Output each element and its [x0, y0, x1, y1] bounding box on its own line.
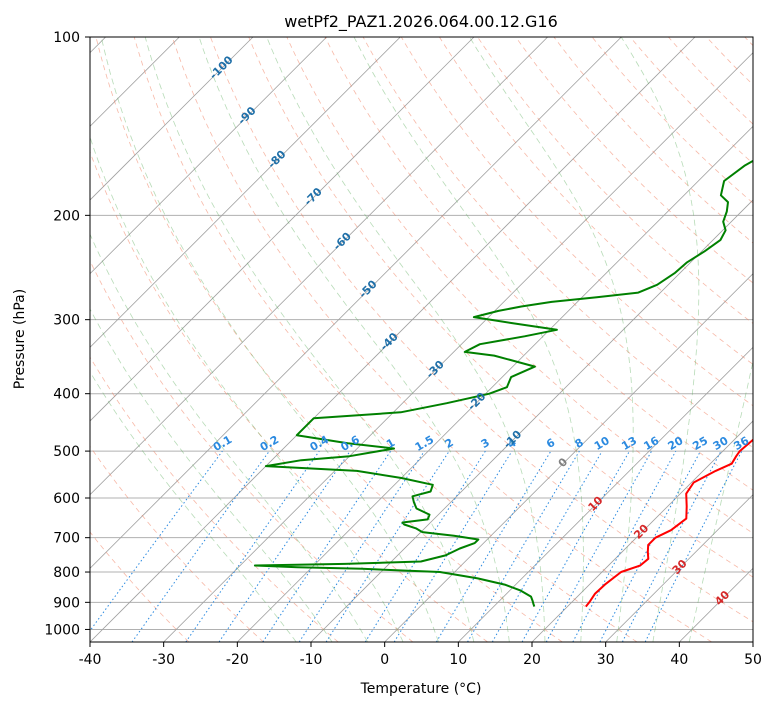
dewpoint-profile-line: [253, 159, 753, 607]
y-tick-label: 600: [53, 491, 80, 507]
mixing-ratio-line: [131, 450, 270, 642]
moist-adiabat-line: [198, 37, 510, 642]
isotherm-line: [531, 420, 753, 642]
profile-lines: [253, 159, 753, 608]
x-tick-label: 10: [449, 652, 467, 668]
moist-adiabat-line: [100, 37, 439, 642]
x-tick-label: 40: [670, 652, 688, 668]
y-axis-title: Pressure (hPa): [12, 289, 28, 389]
isotherm-line: [605, 494, 753, 642]
dry-adiabat-line: [439, 37, 753, 365]
dry-adiabat-line: [90, 531, 190, 642]
mixing-ratio-line: [521, 450, 630, 642]
y-tick-label: 400: [53, 387, 80, 403]
y-tick-label: 500: [53, 444, 80, 460]
dry-adiabat-line: [324, 37, 753, 491]
x-tick-label: 20: [523, 652, 541, 668]
x-tick-label: 0: [380, 652, 389, 668]
isotherm-line: [90, 37, 622, 569]
background-lines: [90, 37, 753, 642]
axes: -40 -30 -20 -10 0 10 20 30 40 50 100 200 300 400 500 60…: [44, 30, 762, 668]
chart-title: wetPf2_PAZ1.2026.064.00.12.G16: [284, 12, 558, 32]
isotherm-line: [90, 37, 548, 496]
y-tick-label: 800: [53, 565, 80, 581]
mixing-ratio-line: [644, 450, 743, 642]
moist-adiabat-line: [353, 37, 584, 642]
isotherm-line: [384, 273, 753, 642]
moist-adiabat-line: [90, 233, 369, 642]
dry-adiabat-line: [248, 37, 753, 578]
moist-adiabat-line: [620, 37, 700, 642]
y-tick-label: 300: [53, 313, 80, 329]
moist-adiabat-line: [90, 370, 297, 642]
y-tick-label: 100: [53, 30, 80, 46]
mixing-ratio-line: [90, 450, 223, 632]
mixing-ratio-line: [185, 450, 320, 642]
y-tick-label: 200: [53, 208, 80, 224]
dry-adiabat-line: [90, 259, 414, 642]
isotherm-line: [90, 37, 327, 275]
isotherm-line: [90, 37, 401, 348]
x-tick-label: -40: [79, 652, 102, 668]
isotherm-line: [90, 37, 696, 642]
x-tick-label: 30: [597, 652, 615, 668]
x-tick-label: -10: [300, 652, 323, 668]
x-axis-title: Temperature (°C): [360, 681, 482, 697]
mixing-ratio-line: [393, 450, 513, 642]
moist-adiabat-line: [688, 359, 753, 642]
mixing-ratio-line: [572, 450, 677, 642]
dry-adiabat-line: [210, 37, 753, 623]
dry-adiabat-line: [400, 37, 753, 407]
plot-frame: [89, 36, 754, 643]
dry-adiabat-line: [90, 356, 339, 642]
isotherm-line: [90, 37, 254, 201]
moist-adiabat-line: [144, 37, 475, 642]
isotherm-line: [458, 346, 753, 642]
x-tick-label: -20: [226, 652, 249, 668]
mixing-ratio-line: [262, 450, 392, 642]
isotherm-line: [90, 37, 475, 422]
mixing-ratio-line: [218, 450, 351, 642]
x-tick-label: -30: [152, 652, 175, 668]
dry-adiabat-line: [133, 37, 638, 642]
y-tick-label: 900: [53, 595, 80, 611]
moist-adiabat-line: [266, 37, 546, 642]
temperature-profile-line: [585, 438, 753, 608]
dry-adiabat-line: [362, 37, 753, 449]
isotherm-line: [163, 52, 753, 642]
x-tick-label: 50: [744, 652, 762, 668]
moist-adiabat-line: [90, 308, 333, 642]
y-tick-label: 700: [53, 531, 80, 547]
isotherm-line: [237, 125, 753, 642]
moist-adiabat-line: [90, 135, 404, 642]
dry-adiabat-line: [95, 37, 563, 642]
y-tick-label: 1000: [44, 622, 80, 638]
mixing-ratio-line: [545, 450, 653, 642]
